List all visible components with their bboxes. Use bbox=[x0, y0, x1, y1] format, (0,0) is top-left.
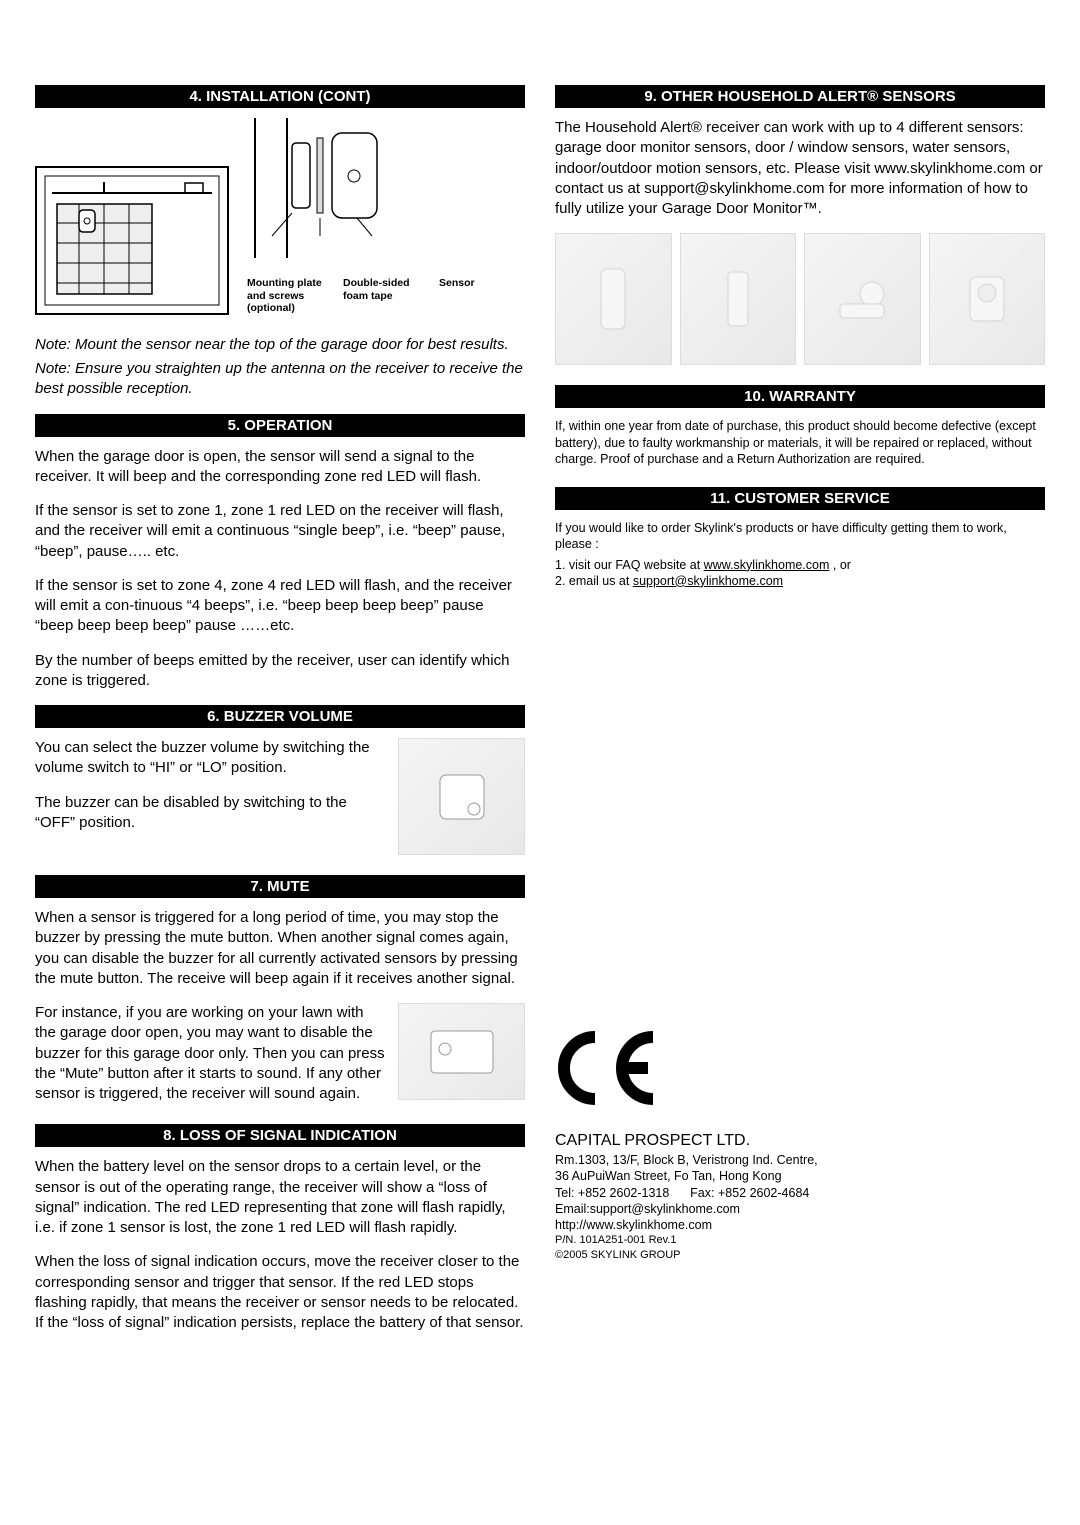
mute-image bbox=[398, 1003, 525, 1100]
addr-line-1: Rm.1303, 13/F, Block B, Veristrong Ind. … bbox=[555, 1153, 818, 1167]
company-address: Rm.1303, 13/F, Block B, Veristrong Ind. … bbox=[555, 1152, 1045, 1233]
right-column: 9. OTHER HOUSEHOLD ALERT® SENSORS The Ho… bbox=[555, 85, 1045, 1347]
sec11-l1a: 1. visit our FAQ website at bbox=[555, 558, 704, 572]
contact-email: Email:support@skylinkhome.com bbox=[555, 1202, 740, 1216]
section-10-title: 10. WARRANTY bbox=[555, 385, 1045, 408]
section-8-title: 8. LOSS OF SIGNAL INDICATION bbox=[35, 1124, 525, 1147]
diagram-1-wrap bbox=[35, 166, 229, 315]
sec8-p1: When the battery level on the sensor dro… bbox=[35, 1157, 525, 1238]
diagram-labels: Mounting plate and screws (optional) Dou… bbox=[247, 277, 525, 315]
sec7-block: For instance, if you are working on your… bbox=[35, 1003, 525, 1118]
section-6-title: 6. BUZZER VOLUME bbox=[35, 705, 525, 728]
installation-diagrams: Mounting plate and screws (optional) Dou… bbox=[35, 118, 525, 315]
label-text: Double-sided bbox=[343, 277, 410, 289]
faq-link[interactable]: www.skylinkhome.com bbox=[704, 558, 830, 572]
sec5-p4: By the number of beeps emitted by the re… bbox=[35, 651, 525, 692]
sec9-p1: The Household Alert® receiver can work w… bbox=[555, 118, 1045, 219]
sec6-p2: The buzzer can be disabled by switching … bbox=[35, 793, 385, 834]
install-note-2: Note: Ensure you straighten up the anten… bbox=[35, 359, 525, 400]
sec7-p1: When a sensor is triggered for a long pe… bbox=[35, 908, 525, 989]
sec8-p2: When the loss of signal indication occur… bbox=[35, 1252, 525, 1333]
section-9-title: 9. OTHER HOUSEHOLD ALERT® SENSORS bbox=[555, 85, 1045, 108]
section-5-title: 5. OPERATION bbox=[35, 414, 525, 437]
left-column: 4. INSTALLATION (CONT) bbox=[35, 85, 525, 1347]
sec11-l2a: 2. email us at bbox=[555, 574, 633, 588]
sensor-images bbox=[555, 233, 1045, 365]
sec5-p1: When the garage door is open, the sensor… bbox=[35, 447, 525, 488]
label-mounting-plate: Mounting plate and screws (optional) bbox=[247, 277, 333, 315]
label-sensor: Sensor bbox=[439, 277, 525, 315]
sensor-image-3 bbox=[804, 233, 921, 365]
sec11-p1: If you would like to order Skylink's pro… bbox=[555, 520, 1045, 553]
part-number: P/N. 101A251-001 Rev.1 bbox=[555, 1233, 1045, 1247]
install-note-1: Note: Mount the sensor near the top of t… bbox=[35, 335, 525, 355]
label-text: and screws bbox=[247, 290, 304, 302]
label-text: (optional) bbox=[247, 302, 295, 314]
sensor-image-4 bbox=[929, 233, 1046, 365]
page: 4. INSTALLATION (CONT) bbox=[0, 0, 1080, 1387]
sec11-list: 1. visit our FAQ website at www.skylinkh… bbox=[555, 557, 1045, 590]
buzzer-volume-image bbox=[398, 738, 525, 855]
ce-mark bbox=[555, 1029, 1045, 1118]
contact-web: http://www.skylinkhome.com bbox=[555, 1218, 712, 1232]
email-link[interactable]: support@skylinkhome.com bbox=[633, 574, 783, 588]
label-text: Mounting plate bbox=[247, 277, 322, 289]
sec6-block: You can select the buzzer volume by swit… bbox=[35, 738, 525, 855]
label-text: foam tape bbox=[343, 290, 393, 302]
sensor-image-2 bbox=[680, 233, 797, 365]
sensor-image-1 bbox=[555, 233, 672, 365]
copyright: ©2005 SKYLINK GROUP bbox=[555, 1248, 1045, 1262]
section-11-title: 11. CUSTOMER SERVICE bbox=[555, 487, 1045, 510]
sec5-p3: If the sensor is set to zone 4, zone 4 r… bbox=[35, 576, 525, 637]
diagram-garage bbox=[35, 166, 229, 315]
addr-line-2: 36 AuPuiWan Street, Fo Tan, Hong Kong bbox=[555, 1169, 782, 1183]
sec11-l1b: , or bbox=[829, 558, 851, 572]
section-7-title: 7. MUTE bbox=[35, 875, 525, 898]
sec6-p1: You can select the buzzer volume by swit… bbox=[35, 738, 385, 779]
company-name: CAPITAL PROSPECT LTD. bbox=[555, 1132, 1045, 1150]
sec5-p2: If the sensor is set to zone 1, zone 1 r… bbox=[35, 501, 525, 562]
sec10-p1: If, within one year from date of purchas… bbox=[555, 418, 1045, 467]
section-4-title: 4. INSTALLATION (CONT) bbox=[35, 85, 525, 108]
label-foam-tape: Double-sided foam tape bbox=[343, 277, 429, 315]
sec7-p2: For instance, if you are working on your… bbox=[35, 1003, 385, 1104]
diagram-2-wrap: Mounting plate and screws (optional) Dou… bbox=[247, 118, 525, 315]
tel-fax: Tel: +852 2602-1318 Fax: +852 2602-4684 bbox=[555, 1186, 809, 1200]
diagram-mounting bbox=[247, 118, 382, 273]
